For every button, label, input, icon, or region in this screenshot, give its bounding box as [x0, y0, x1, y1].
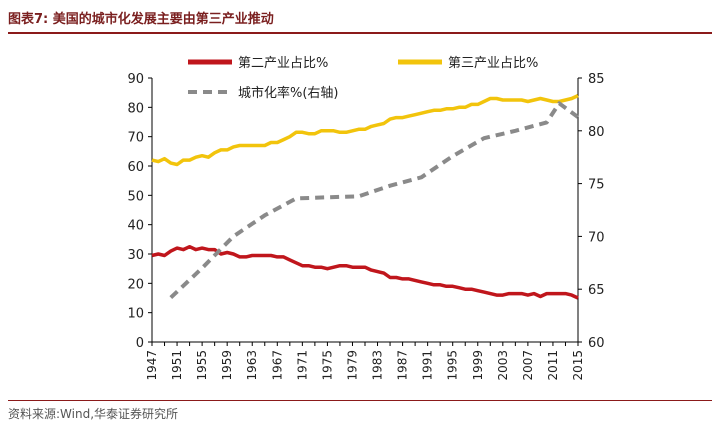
x-tick-label: 1975	[320, 350, 334, 381]
y-tick-label: 50	[127, 189, 144, 204]
legend-label-2: 第三产业占比%	[448, 56, 538, 71]
y-tick-label: 30	[127, 248, 144, 263]
x-tick-label: 2003	[496, 350, 510, 381]
y-tick-label: 70	[127, 131, 144, 146]
x-tick-label: 1963	[245, 350, 259, 381]
axes: 0 10 20 30 40 50 60 70 80 90 60 65 70 75 80 85 1947 1951 1…	[127, 72, 604, 381]
y-tick-label: 20	[127, 277, 144, 292]
line-chart: 0 10 20 30 40 50 60 70 80 90 60 65 70 75 80 85 1947 1951 1…	[127, 56, 604, 381]
legend-label-1: 第二产业占比%	[238, 56, 328, 71]
y-tick-label: 10	[127, 307, 144, 322]
x-tick-label: 1991	[421, 350, 435, 381]
x-tick-label: 1955	[195, 350, 209, 381]
x-tick-label: 2015	[571, 350, 585, 381]
x-tick-label: 1987	[396, 350, 410, 381]
title-divider	[8, 32, 712, 34]
x-tick-label: 1959	[220, 350, 234, 381]
x-tick-label: 1947	[145, 350, 159, 381]
x-tick-label: 1971	[295, 350, 309, 381]
x-tick-label: 1967	[270, 350, 284, 381]
x-tick-label: 1995	[446, 350, 460, 381]
y2-tick-label: 65	[588, 283, 605, 298]
y-tick-label: 80	[127, 101, 144, 116]
source-note: 资料来源:Wind,华泰证券研究所	[8, 407, 179, 421]
y2-tick-label: 60	[588, 336, 605, 351]
y-tick-label: 40	[127, 219, 144, 234]
series-layer	[151, 94, 580, 300]
chart-title: 图表7: 美国的城市化发展主要由第三产业推动	[8, 12, 274, 27]
y-tick-label: 0	[136, 336, 144, 351]
x-tick-label: 2007	[521, 350, 535, 381]
y2-tick-label: 80	[588, 125, 605, 140]
x-tick-label: 1983	[371, 350, 385, 381]
series-line-2	[151, 94, 579, 167]
legend: 第二产业占比% 第三产业占比% 城市化率%(右轴)	[188, 56, 538, 101]
legend-label-3: 城市化率%(右轴)	[238, 85, 339, 101]
y-tick-label: 60	[127, 160, 144, 175]
x-tick-label: 2011	[546, 350, 560, 381]
x-tick-label: 1951	[170, 350, 184, 381]
y2-tick-label: 70	[588, 230, 605, 245]
x-tick-label: 1999	[471, 350, 485, 381]
x-tick-label: 1979	[345, 350, 359, 381]
series-line-3	[169, 101, 580, 300]
source-divider	[8, 400, 712, 401]
series-line-1	[151, 244, 579, 300]
y2-tick-label: 75	[588, 178, 605, 193]
y2-tick-label: 85	[588, 72, 605, 87]
y-tick-label: 90	[127, 72, 144, 87]
